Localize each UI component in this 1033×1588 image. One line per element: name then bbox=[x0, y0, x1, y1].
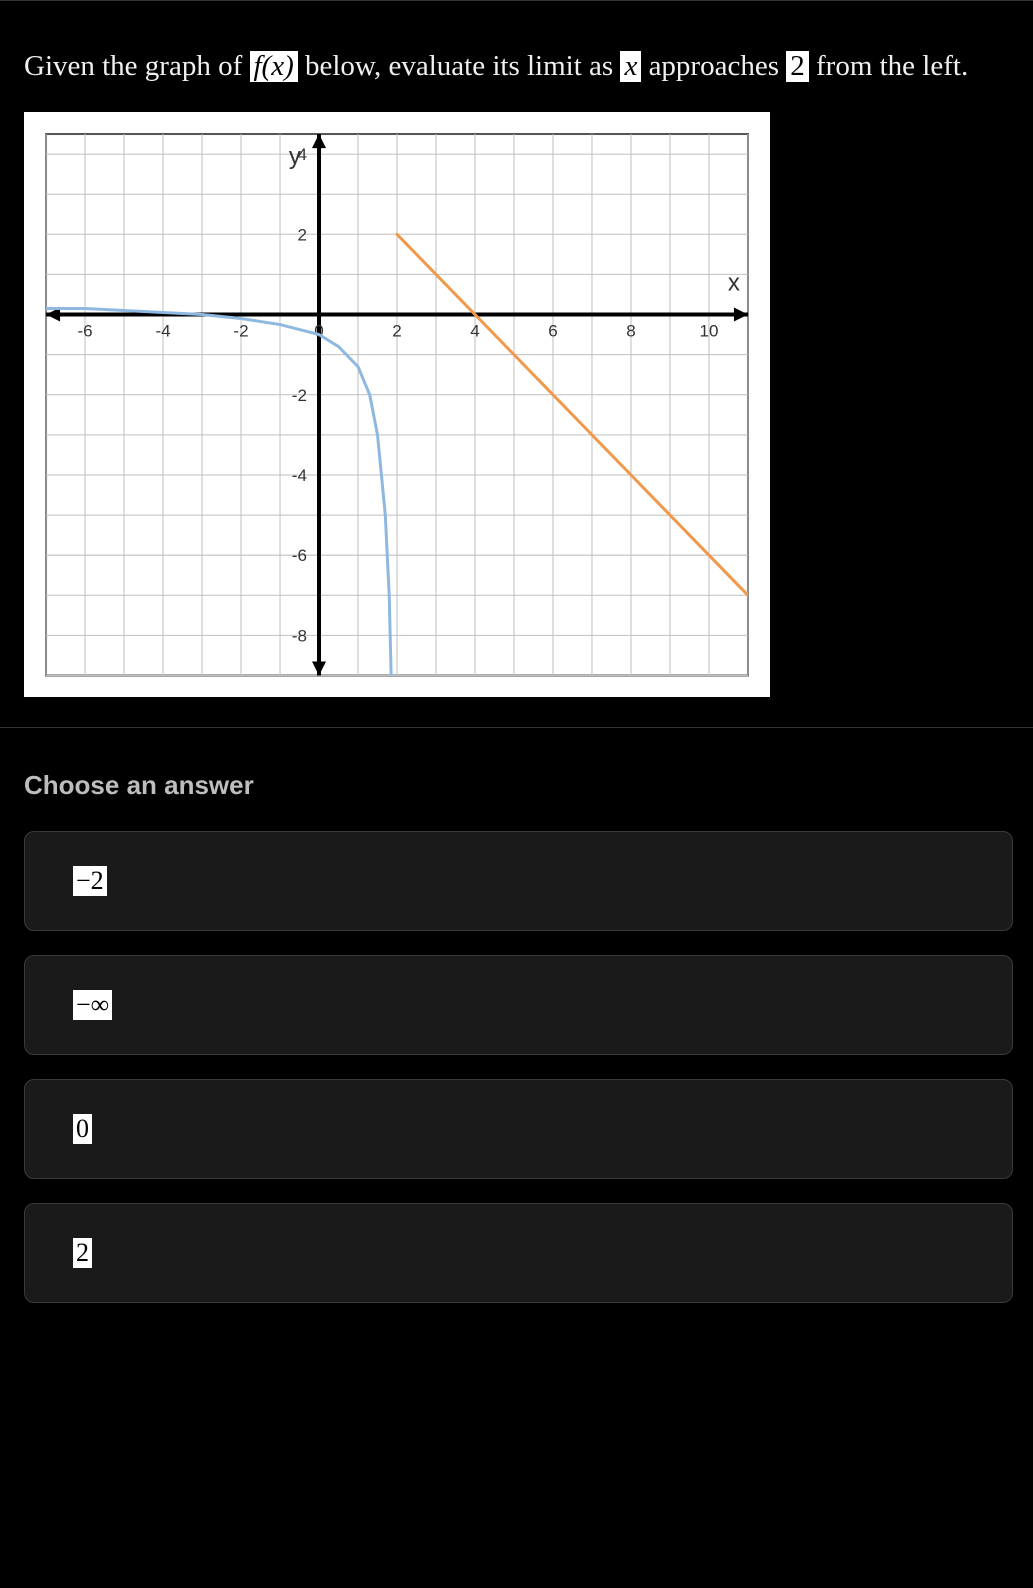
answer-block: Choose an answer −2 −∞ 0 2 bbox=[0, 728, 1033, 1347]
answer-option-0[interactable]: −2 bbox=[24, 831, 1013, 931]
svg-text:10: 10 bbox=[699, 321, 718, 340]
svg-text:-2: -2 bbox=[233, 321, 248, 340]
answer-list: −2 −∞ 0 2 bbox=[24, 831, 1013, 1303]
svg-text:-4: -4 bbox=[292, 466, 307, 485]
svg-text:-4: -4 bbox=[155, 321, 170, 340]
graph-container: -6-4-20246810-8-6-4-224yx bbox=[24, 112, 770, 698]
fx-expression: f(x) bbox=[250, 51, 298, 82]
svg-text:y: y bbox=[289, 143, 301, 170]
approach-value: 2 bbox=[786, 51, 809, 82]
svg-text:2: 2 bbox=[392, 321, 401, 340]
svg-text:-2: -2 bbox=[292, 386, 307, 405]
answer-option-3[interactable]: 2 bbox=[24, 1203, 1013, 1303]
q-mid1: below, evaluate its limit as bbox=[305, 50, 620, 82]
q-mid2: approaches bbox=[649, 50, 787, 82]
q-suffix: from the left. bbox=[816, 50, 968, 82]
question-text: Given the graph of f(x) below, evaluate … bbox=[24, 41, 1009, 92]
function-graph: -6-4-20246810-8-6-4-224yx bbox=[36, 124, 758, 686]
svg-text:6: 6 bbox=[548, 321, 557, 340]
svg-text:8: 8 bbox=[626, 321, 635, 340]
answer-label: −∞ bbox=[73, 990, 112, 1020]
var-x: x bbox=[620, 51, 641, 82]
svg-text:2: 2 bbox=[297, 225, 306, 244]
q-prefix: Given the graph of bbox=[24, 50, 250, 82]
answer-label: −2 bbox=[73, 866, 107, 896]
svg-text:x: x bbox=[728, 269, 740, 296]
answer-option-1[interactable]: −∞ bbox=[24, 955, 1013, 1055]
answer-label: 0 bbox=[73, 1114, 92, 1144]
answer-option-2[interactable]: 0 bbox=[24, 1079, 1013, 1179]
quiz-container: Given the graph of f(x) below, evaluate … bbox=[0, 0, 1033, 1347]
answer-heading: Choose an answer bbox=[24, 770, 1013, 801]
svg-text:4: 4 bbox=[470, 321, 479, 340]
question-block: Given the graph of f(x) below, evaluate … bbox=[0, 1, 1033, 728]
svg-text:-6: -6 bbox=[77, 321, 92, 340]
answer-label: 2 bbox=[73, 1238, 92, 1268]
svg-text:-6: -6 bbox=[292, 546, 307, 565]
svg-text:-8: -8 bbox=[292, 626, 307, 645]
